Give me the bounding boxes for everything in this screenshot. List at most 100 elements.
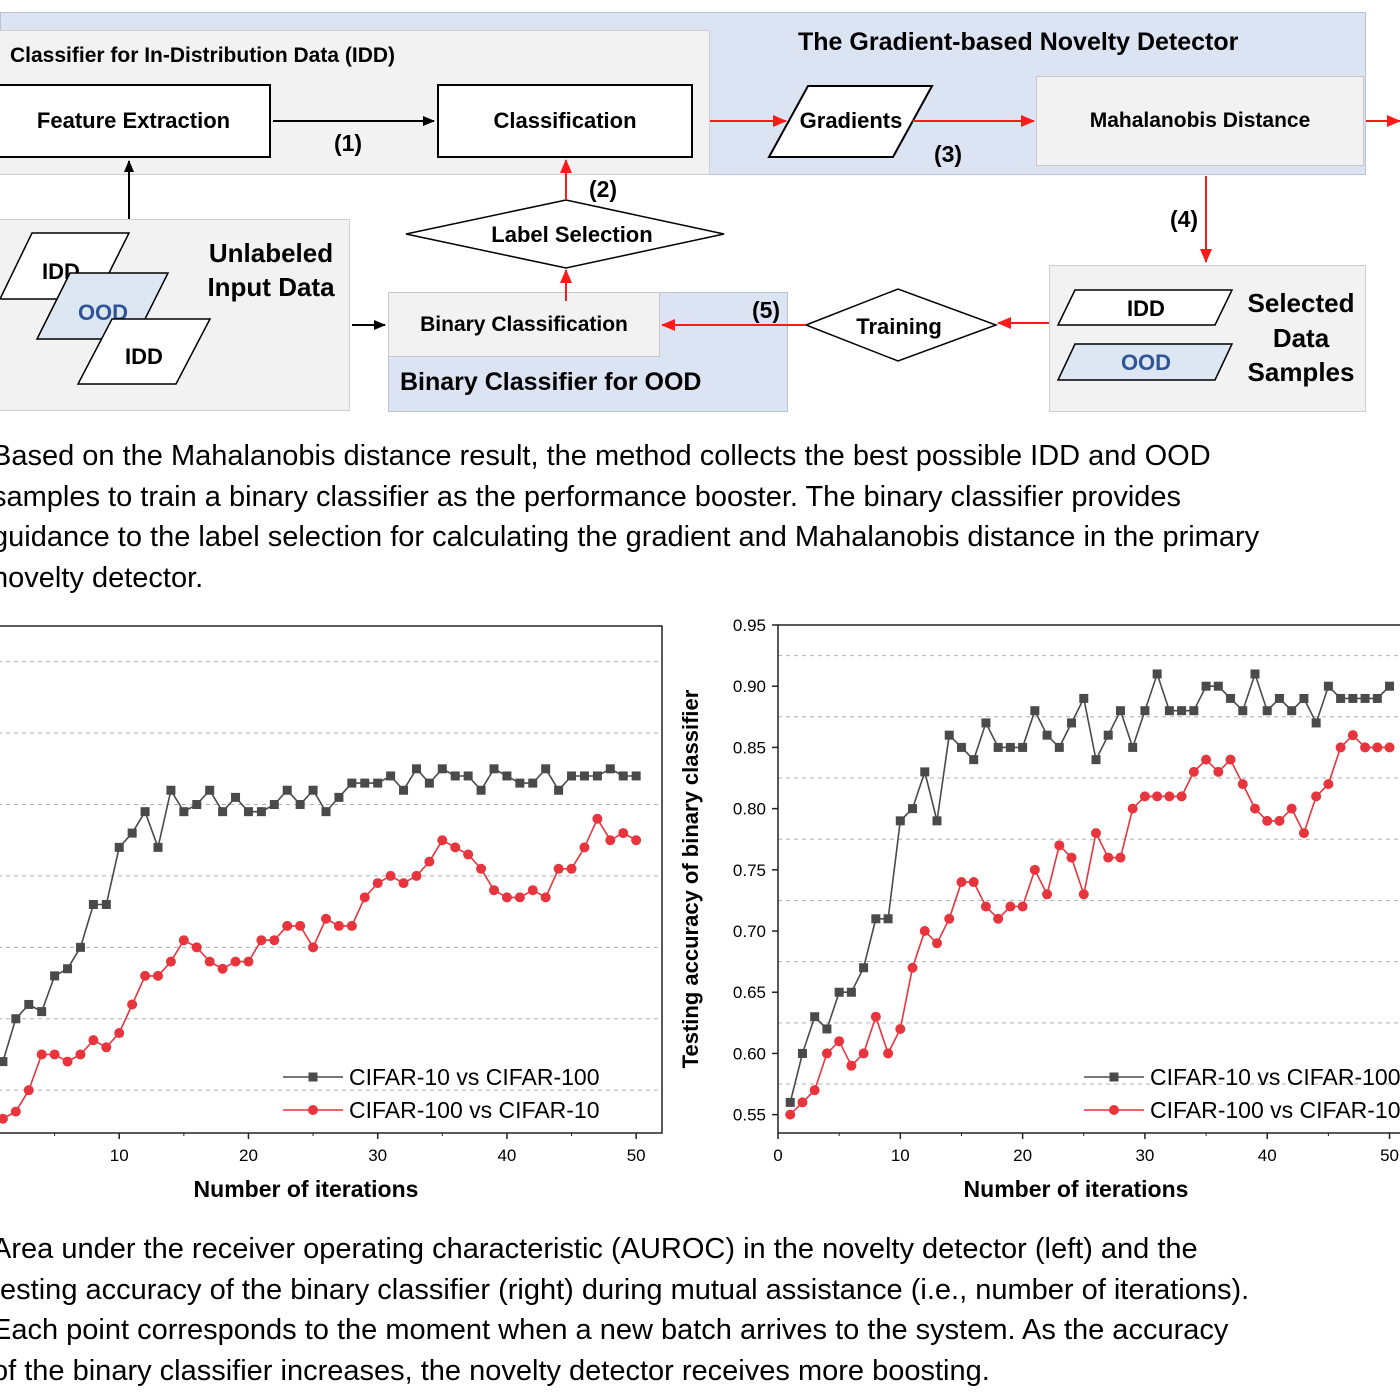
chart-1-data-point-circle xyxy=(1311,791,1322,802)
chart-0-data-point-square xyxy=(321,807,331,817)
unlabeled-line-1: Unlabeled xyxy=(208,238,334,268)
chart-1-data-point-square xyxy=(1042,730,1052,740)
chart-0-data-point-square xyxy=(631,771,641,781)
selected-samples-label: Selected Data Samples xyxy=(1236,286,1366,390)
chart-0-data-point-circle xyxy=(346,920,357,931)
chart-1-data-point-circle xyxy=(1078,889,1089,900)
chart-0-data-point-square xyxy=(153,842,163,852)
chart-0-data-point-square xyxy=(334,792,344,802)
selected-ood-label: OOD xyxy=(1121,350,1171,375)
chart-0-data-point-circle xyxy=(359,892,370,903)
chart-1-data-point-circle xyxy=(1286,803,1297,814)
chart-1-data-point-square xyxy=(1140,706,1150,716)
chart-1-data-point-circle xyxy=(1225,754,1236,765)
chart-1-data-point-square xyxy=(1299,693,1309,703)
chart-1-data-point-circle xyxy=(1298,828,1309,839)
chart-1-data-point-circle xyxy=(1262,815,1273,826)
chart-0-data-point-circle xyxy=(256,935,267,946)
chart-0-data-point-circle xyxy=(553,863,564,874)
chart-1-series-group xyxy=(785,669,1395,1120)
chart-0-data-point-circle xyxy=(605,835,616,846)
chart-0-x-tick-label: 50 xyxy=(627,1146,646,1165)
feature-extraction-box: Feature Extraction xyxy=(0,84,271,158)
chart-0-data-point-circle xyxy=(204,956,215,967)
chart-1-data-point-circle xyxy=(858,1048,869,1059)
chart-0-data-point-circle xyxy=(23,1085,34,1096)
chart-0-data-point-square xyxy=(567,771,577,781)
chart-1-y-tick-label: 0.55 xyxy=(733,1106,766,1125)
chart-1-y-tick-label: 0.90 xyxy=(733,677,766,696)
chart-1-data-point-circle xyxy=(785,1109,796,1120)
chart-0-data-point-square xyxy=(37,1007,47,1017)
chart-1-data-point-square xyxy=(993,742,1003,752)
chart-1-data-point-square xyxy=(1115,706,1125,716)
chart-0-data-point-square xyxy=(179,807,189,817)
chart-1-data-point-circle xyxy=(883,1048,894,1059)
chart-1-data-point-square xyxy=(1128,742,1138,752)
chart-0-data-point-circle xyxy=(540,892,551,903)
chart-0-data-point-square xyxy=(528,778,538,788)
chart-1-data-point-circle xyxy=(809,1085,820,1096)
chart-1-data-point-circle xyxy=(797,1097,808,1108)
chart-1-data-point-circle xyxy=(993,913,1004,924)
chart-0-data-point-square xyxy=(399,785,409,795)
chart-1-data-point-square xyxy=(1030,706,1040,716)
chart-0-data-point-circle xyxy=(501,892,512,903)
chart-1-data-point-square xyxy=(1103,730,1113,740)
chart-1-data-point-circle xyxy=(846,1060,857,1071)
chart-1-data-point-square xyxy=(944,730,954,740)
caption-top-line: novelty detector. xyxy=(0,561,204,594)
chart-0-data-point-square xyxy=(256,807,266,817)
chart-1-data-point-circle xyxy=(1005,901,1016,912)
chart-0-data-point-square xyxy=(166,785,176,795)
selected-ood-shape xyxy=(1056,343,1234,381)
chart-0-data-point-square xyxy=(24,999,34,1009)
chart-1-data-point-square xyxy=(1274,693,1284,703)
chart-0-data-point-square xyxy=(437,764,447,774)
chart-0-data-point-square xyxy=(515,778,525,788)
chart-0-data-point-square xyxy=(347,778,357,788)
chart-0-data-point-circle xyxy=(411,870,422,881)
caption-top-line: samples to train a binary classifier as … xyxy=(0,480,1182,513)
chart-1-data-point-circle xyxy=(1201,754,1212,765)
chart-0-data-point-square xyxy=(489,764,499,774)
caption-bottom-line: Area under the receiver operating charac… xyxy=(0,1233,1198,1265)
chart-0-data-point-circle xyxy=(308,942,319,953)
chart-1-y-tick-label: 0.95 xyxy=(733,616,766,635)
chart-1-data-point-circle xyxy=(1213,766,1224,777)
chart-1-data-point-circle xyxy=(1139,791,1150,802)
chart-0-data-point-circle xyxy=(527,885,538,896)
chart-1-data-point-square xyxy=(1360,693,1370,703)
chart-1-data-point-circle xyxy=(1274,815,1285,826)
chart-0-x-tick-label: 40 xyxy=(497,1146,516,1165)
chart-1-legend-marker-circle xyxy=(1109,1105,1119,1115)
chart-1-y-tick-label: 0.80 xyxy=(733,800,766,819)
chart-1-data-point-circle xyxy=(1176,791,1187,802)
chart-0-data-point-circle xyxy=(101,1042,112,1053)
chart-1-x-tick-label: 30 xyxy=(1135,1146,1154,1165)
chart-0-x-tick-label: 10 xyxy=(110,1146,129,1165)
chart-1-data-point-circle xyxy=(1335,742,1346,753)
chart-1-data-point-square xyxy=(1005,742,1015,752)
selected-line-3: Samples xyxy=(1247,357,1355,387)
chart-0-data-point-circle xyxy=(0,1113,8,1124)
caption-bottom: Area under the receiver operating charac… xyxy=(0,1229,1400,1391)
caption-top-line: Based on the Mahalanobis distance result… xyxy=(0,440,1211,472)
chart-1-data-point-square xyxy=(895,816,905,826)
chart-0-x-tick-label: 30 xyxy=(368,1146,387,1165)
caption-bottom-line: of the binary classifier increases, the … xyxy=(0,1354,990,1387)
chart-0-data-point-circle xyxy=(88,1035,99,1046)
chart-0-data-point-square xyxy=(463,771,473,781)
chart-1-data-point-square xyxy=(1238,706,1248,716)
chart-1-data-point-circle xyxy=(1152,791,1163,802)
chart-1-series-line-0 xyxy=(789,671,1391,1103)
chart-0-data-point-circle xyxy=(385,870,396,881)
mahalanobis-box: Mahalanobis Distance xyxy=(1036,76,1364,166)
chart-1-data-point-square xyxy=(1372,693,1382,703)
chart-0-data-point-square xyxy=(450,771,460,781)
chart-0-series-line-0 xyxy=(2,767,637,1062)
selected-line-2: Data xyxy=(1272,322,1330,353)
chart-1-data-point-square xyxy=(1213,681,1223,691)
chart-1-data-point-square xyxy=(834,987,844,997)
chart-1-data-point-circle xyxy=(1188,766,1199,777)
